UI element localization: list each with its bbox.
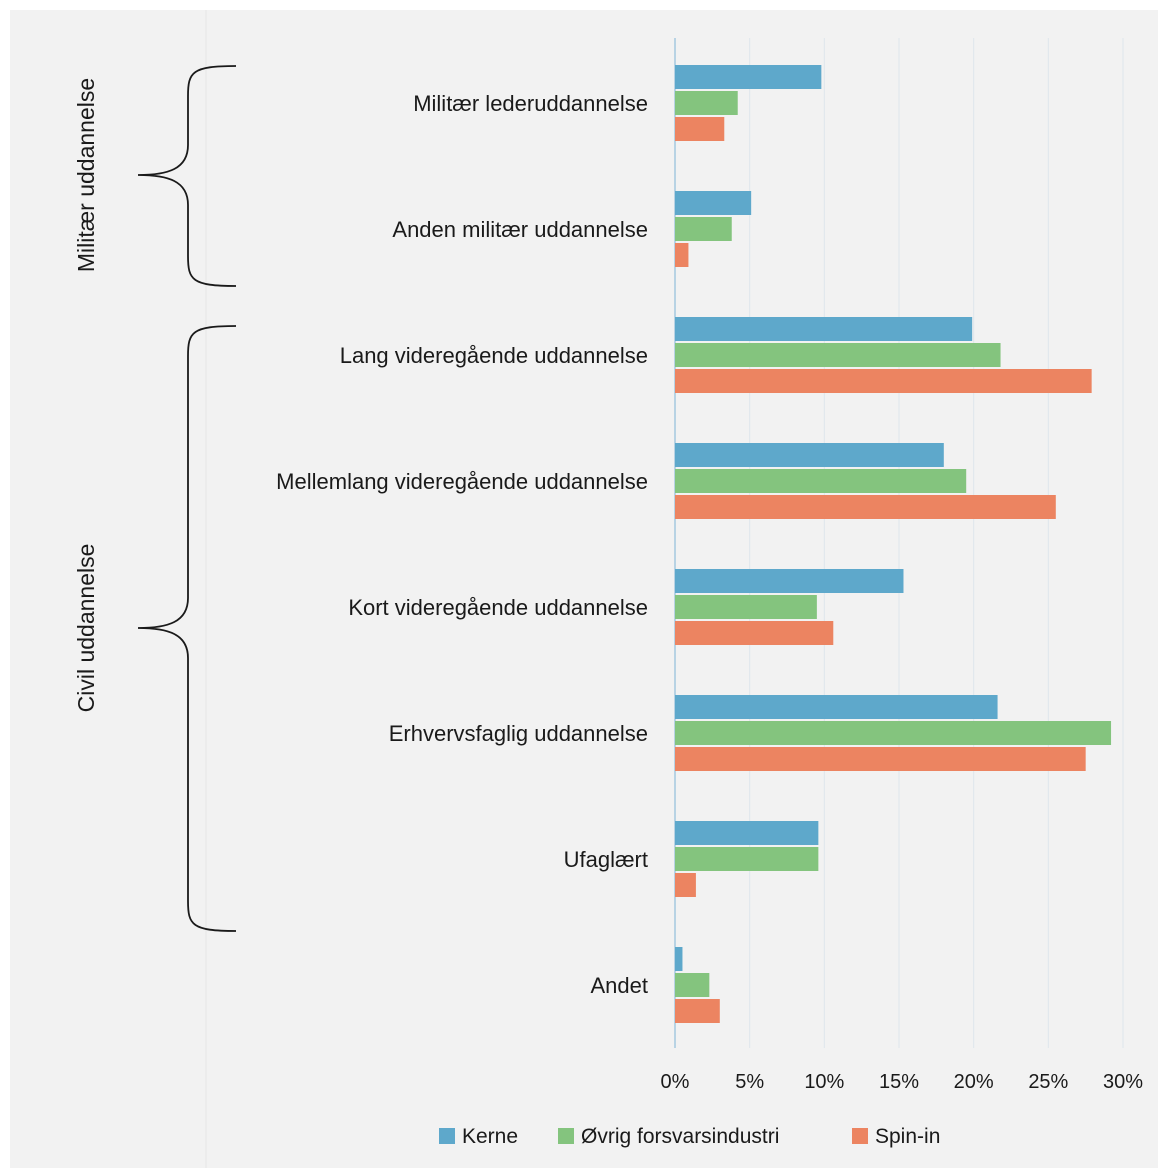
category-label: Mellemlang videregående uddannelse xyxy=(276,469,648,494)
bar-spin-in-andet xyxy=(675,999,720,1023)
x-tick-label: 5% xyxy=(735,1071,764,1093)
bar-vrig-forsvarsindustri-anden-milit-r-uddannelse xyxy=(675,217,732,241)
category-label: Kort videregående uddannelse xyxy=(348,595,648,620)
bar-spin-in-mellemlang-viderega-ende-uddannelse xyxy=(675,495,1056,519)
bar-chart: 0% 5% 10% 15% 20% 25% 30% Militær lederuddannel… xyxy=(73,10,1143,1168)
x-tick-label: 15% xyxy=(879,1071,919,1093)
category-label: Lang videregående uddannelse xyxy=(340,343,648,368)
legend-label: Kerne xyxy=(462,1125,518,1148)
bar-spin-in-kort-viderega-ende-uddannelse xyxy=(675,621,834,645)
bar-spin-in-lang-viderega-ende-uddannelse xyxy=(675,369,1092,393)
group-brace-milit-r-uddannelse xyxy=(137,65,237,287)
bar-vrig-forsvarsindustri-erhvervsfaglig-uddannelse xyxy=(675,721,1112,745)
bar-vrig-forsvarsindustri-andet xyxy=(675,973,710,997)
bar-spin-in-milit-r-lederuddannelse xyxy=(675,117,725,141)
legend-label: Øvrig forsvarsindustri xyxy=(581,1125,779,1148)
bar-kerne-anden-milit-r-uddannelse xyxy=(675,191,752,215)
category-label: Ufaglært xyxy=(564,847,648,872)
bar-vrig-forsvarsindustri-kort-viderega-ende-uddannelse xyxy=(675,595,817,619)
category-label: Anden militær uddannelse xyxy=(392,217,648,242)
x-tick-label: 30% xyxy=(1103,1071,1143,1093)
bar-kerne-milit-r-lederuddannelse xyxy=(675,65,822,89)
category-label: Militær lederuddannelse xyxy=(413,91,648,116)
bar-kerne-kort-viderega-ende-uddannelse xyxy=(675,569,904,593)
bar-kerne-ufagl-rt xyxy=(675,821,819,845)
x-tick-label: 20% xyxy=(954,1071,994,1093)
bar-vrig-forsvarsindustri-milit-r-lederuddannelse xyxy=(675,91,738,115)
chart-panel: 0% 5% 10% 15% 20% 25% 30% Militær lederuddannel… xyxy=(10,10,1158,1168)
category-label: Andet xyxy=(591,973,649,998)
legend-label: Spin-in xyxy=(875,1125,940,1148)
bar-kerne-andet xyxy=(675,947,683,971)
group-brace-civil-uddannelse xyxy=(137,325,237,932)
x-tick-label: 25% xyxy=(1028,1071,1068,1093)
bar-spin-in-ufagl-rt xyxy=(675,873,696,897)
bar-kerne-mellemlang-viderega-ende-uddannelse xyxy=(675,443,944,467)
category-label: Erhvervsfaglig uddannelse xyxy=(389,721,648,746)
legend-swatch-kerne xyxy=(439,1128,455,1144)
legend-swatch-vrig-forsvarsindustri xyxy=(558,1128,574,1144)
bar-kerne-lang-viderega-ende-uddannelse xyxy=(675,317,973,341)
group-label: Civil uddannelse xyxy=(73,544,99,713)
bar-vrig-forsvarsindustri-lang-viderega-ende-uddannelse xyxy=(675,343,1001,367)
x-tick-label: 10% xyxy=(804,1071,844,1093)
x-tick-label: 0% xyxy=(661,1071,690,1093)
bar-spin-in-anden-milit-r-uddannelse xyxy=(675,243,689,267)
legend-swatch-spin-in xyxy=(852,1128,868,1144)
bar-vrig-forsvarsindustri-mellemlang-viderega-ende-uddannelse xyxy=(675,469,967,493)
group-label: Militær uddannelse xyxy=(73,78,99,272)
bar-kerne-erhvervsfaglig-uddannelse xyxy=(675,695,998,719)
bar-vrig-forsvarsindustri-ufagl-rt xyxy=(675,847,819,871)
bar-spin-in-erhvervsfaglig-uddannelse xyxy=(675,747,1086,771)
